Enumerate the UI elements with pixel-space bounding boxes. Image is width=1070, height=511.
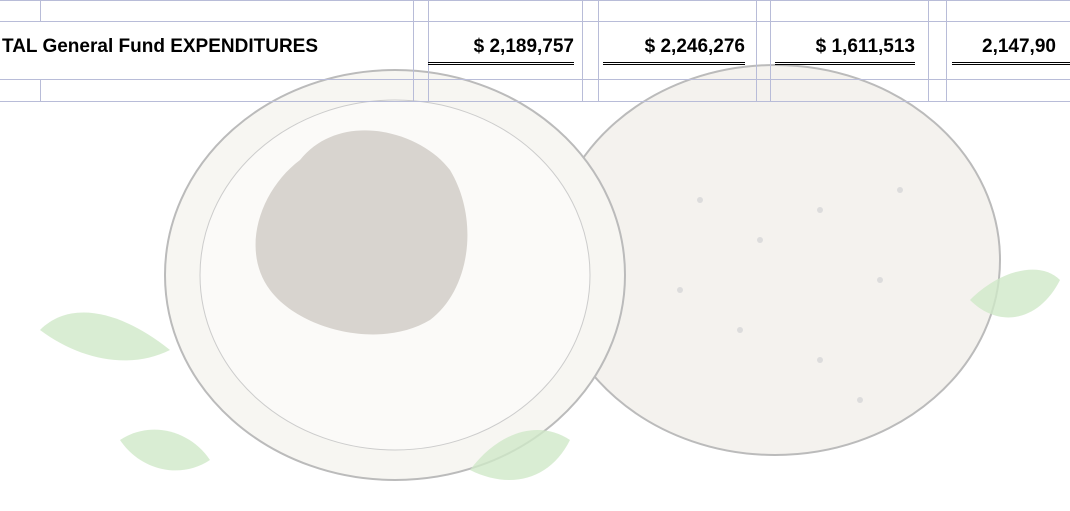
cell-value: $ 2,189,757 [428, 34, 574, 65]
cell-value: $ 2,246,276 [603, 34, 745, 65]
cell-value: 2,147,90 [952, 34, 1070, 65]
page: TAL General Fund EXPENDITURES $ 2,189,75… [0, 0, 1070, 511]
row-label: TAL General Fund EXPENDITURES [2, 34, 318, 60]
cell-value: $ 1,611,513 [775, 34, 915, 65]
